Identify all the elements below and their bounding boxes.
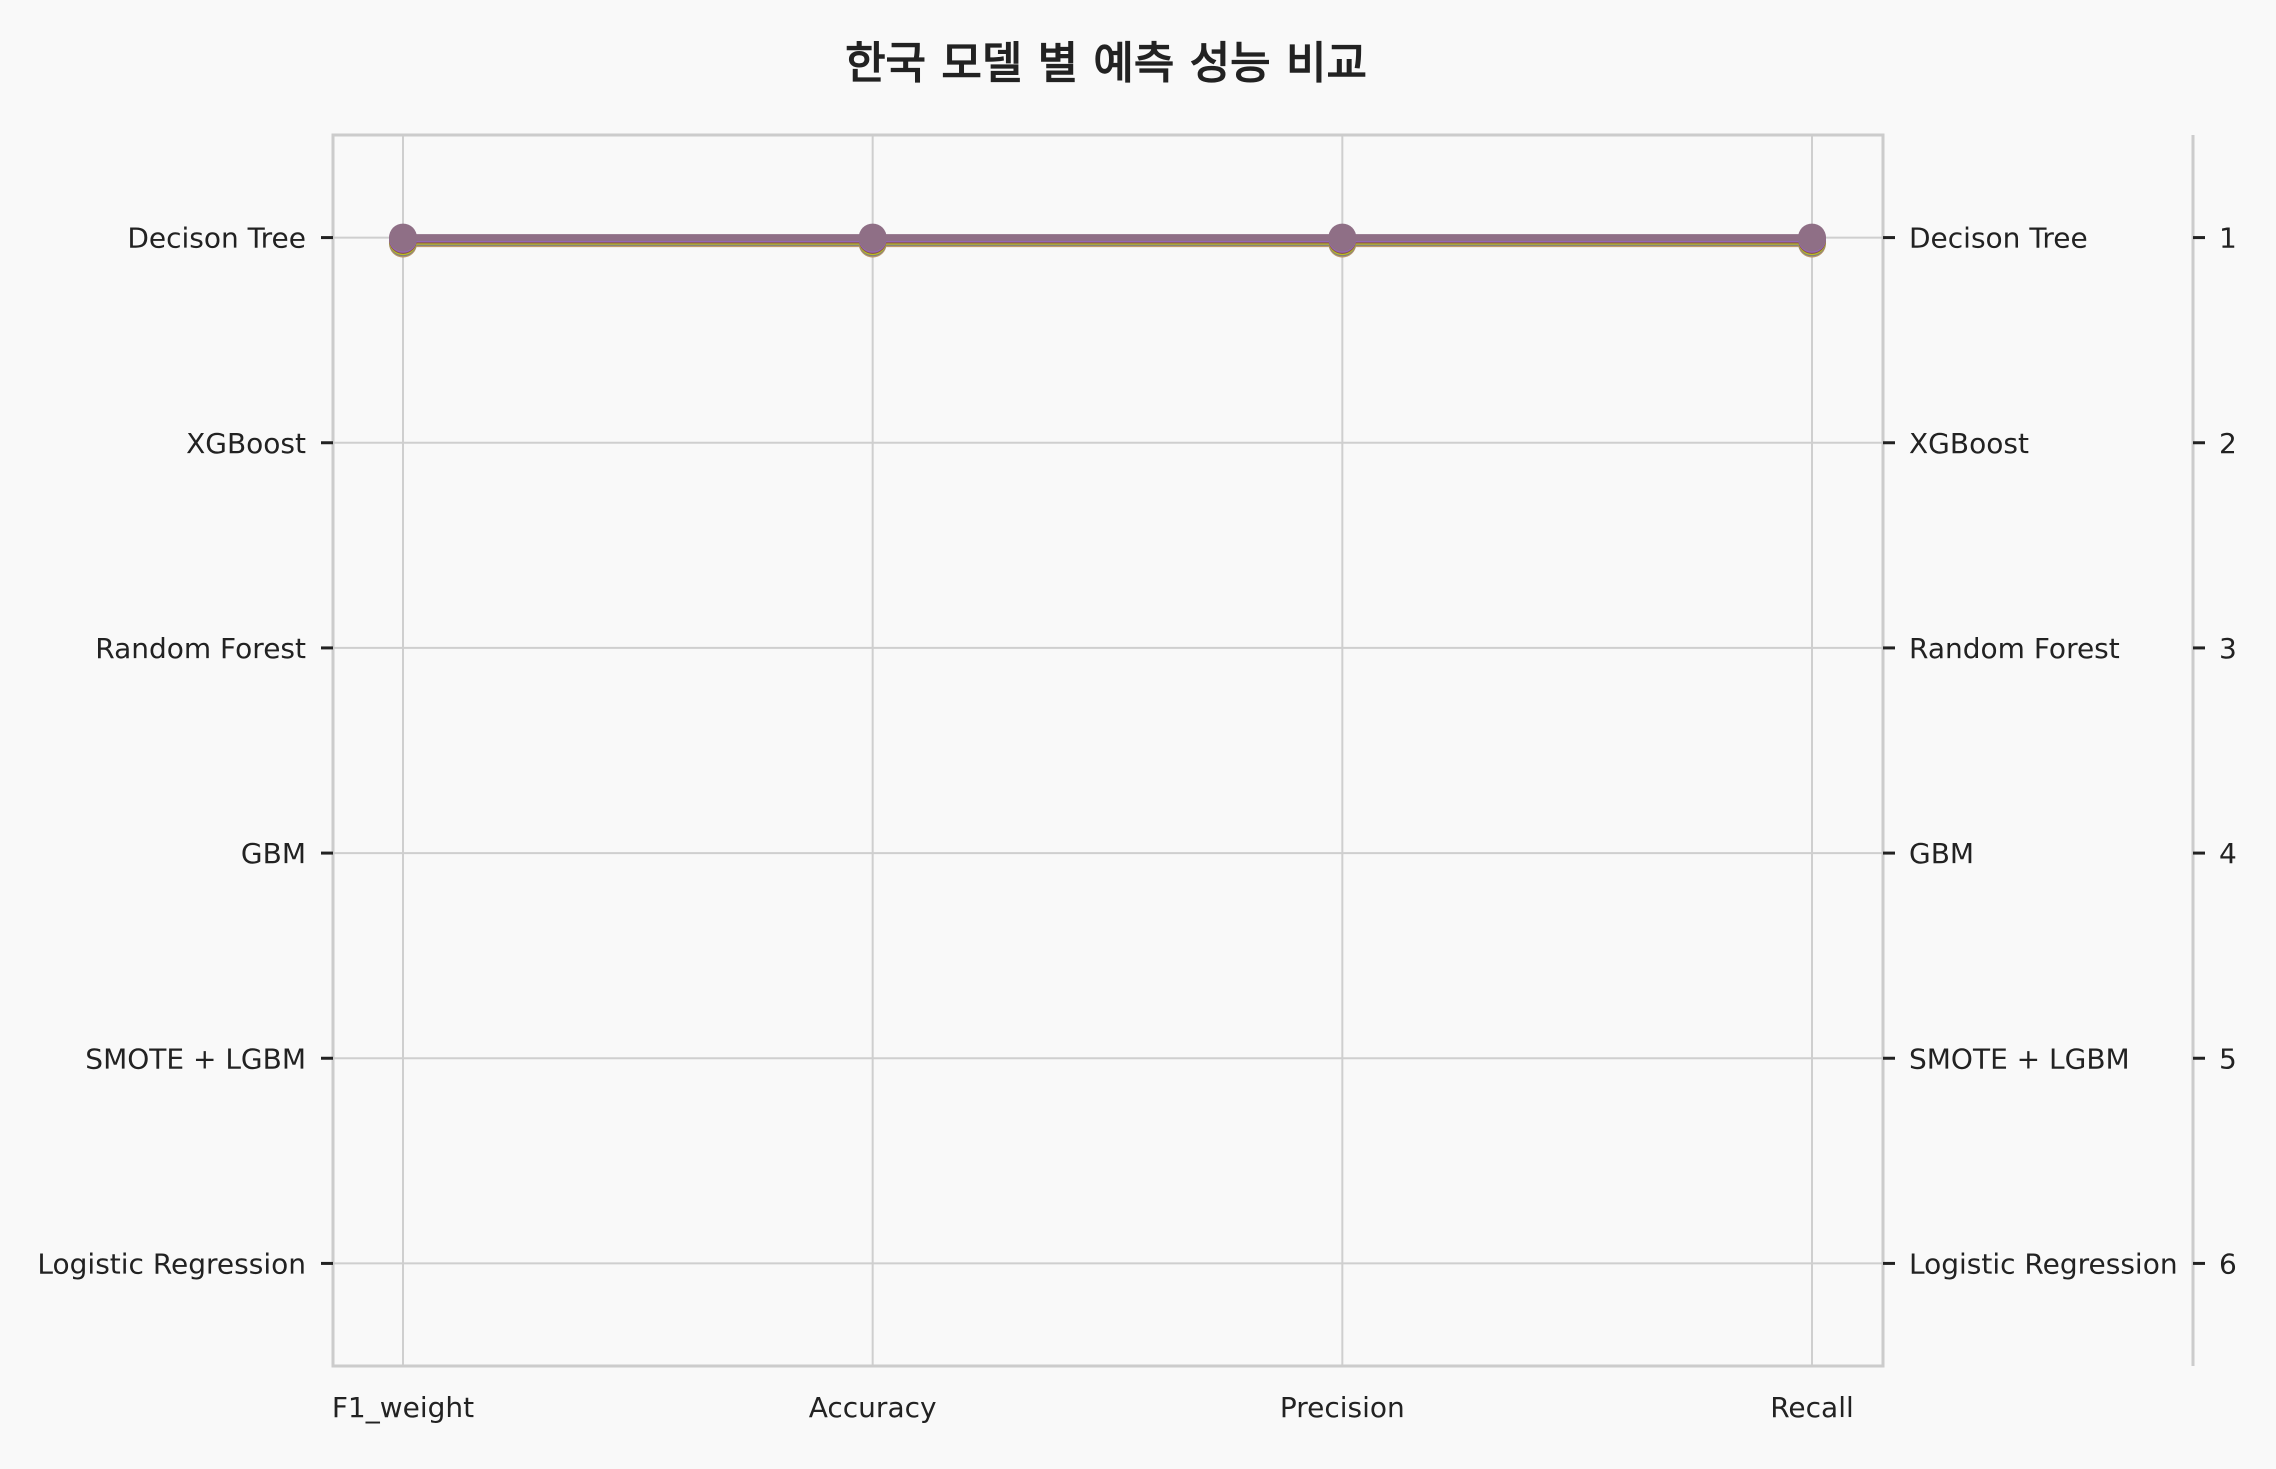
y-left-tick-label: Logistic Regression — [37, 1247, 306, 1280]
plot-frame — [331, 133, 1885, 1368]
x-tick-label: Precision — [1280, 1391, 1405, 1424]
y-left-tick-label: XGBoost — [186, 427, 306, 460]
y-right-tick-label: Logistic Regression — [1909, 1247, 2178, 1280]
y-right-tick-label: GBM — [1909, 837, 1974, 870]
y-right-tick-label: XGBoost — [1909, 427, 2029, 460]
y-right-tick-label: Decison Tree — [1909, 222, 2088, 255]
axes-layer — [321, 133, 2205, 1368]
rank-tick-label: 5 — [2219, 1042, 2237, 1075]
y-right-tick-label: Random Forest — [1909, 632, 2120, 665]
labels-layer: Decison Tree XGBoost Random Forest GBM SMOTE… — [37, 222, 2236, 1424]
y-left-tick-label: Decison Tree — [127, 222, 306, 255]
data-point — [1798, 223, 1826, 252]
series-layer — [389, 223, 1826, 258]
rank-tick-label: 6 — [2219, 1247, 2237, 1280]
x-tick-label: F1_weight — [332, 1391, 474, 1424]
chart-title: 한국 모델 별 예측 성능 비교 — [845, 38, 1367, 89]
y-right-tick-label: SMOTE + LGBM — [1909, 1042, 2130, 1075]
y-left-tick-label: SMOTE + LGBM — [85, 1042, 306, 1075]
rank-tick-label: 4 — [2219, 837, 2237, 870]
data-point — [389, 223, 417, 252]
rank-tick-label: 3 — [2219, 632, 2237, 665]
rank-tick-label: 1 — [2219, 222, 2237, 255]
x-tick-label: Recall — [1770, 1391, 1854, 1424]
data-point — [858, 223, 887, 252]
data-point — [1328, 223, 1357, 252]
rank-tick-label: 2 — [2219, 427, 2237, 460]
y-left-tick-label: Random Forest — [95, 632, 306, 665]
x-tick-label: Accuracy — [809, 1391, 937, 1424]
y-left-tick-label: GBM — [241, 837, 306, 870]
